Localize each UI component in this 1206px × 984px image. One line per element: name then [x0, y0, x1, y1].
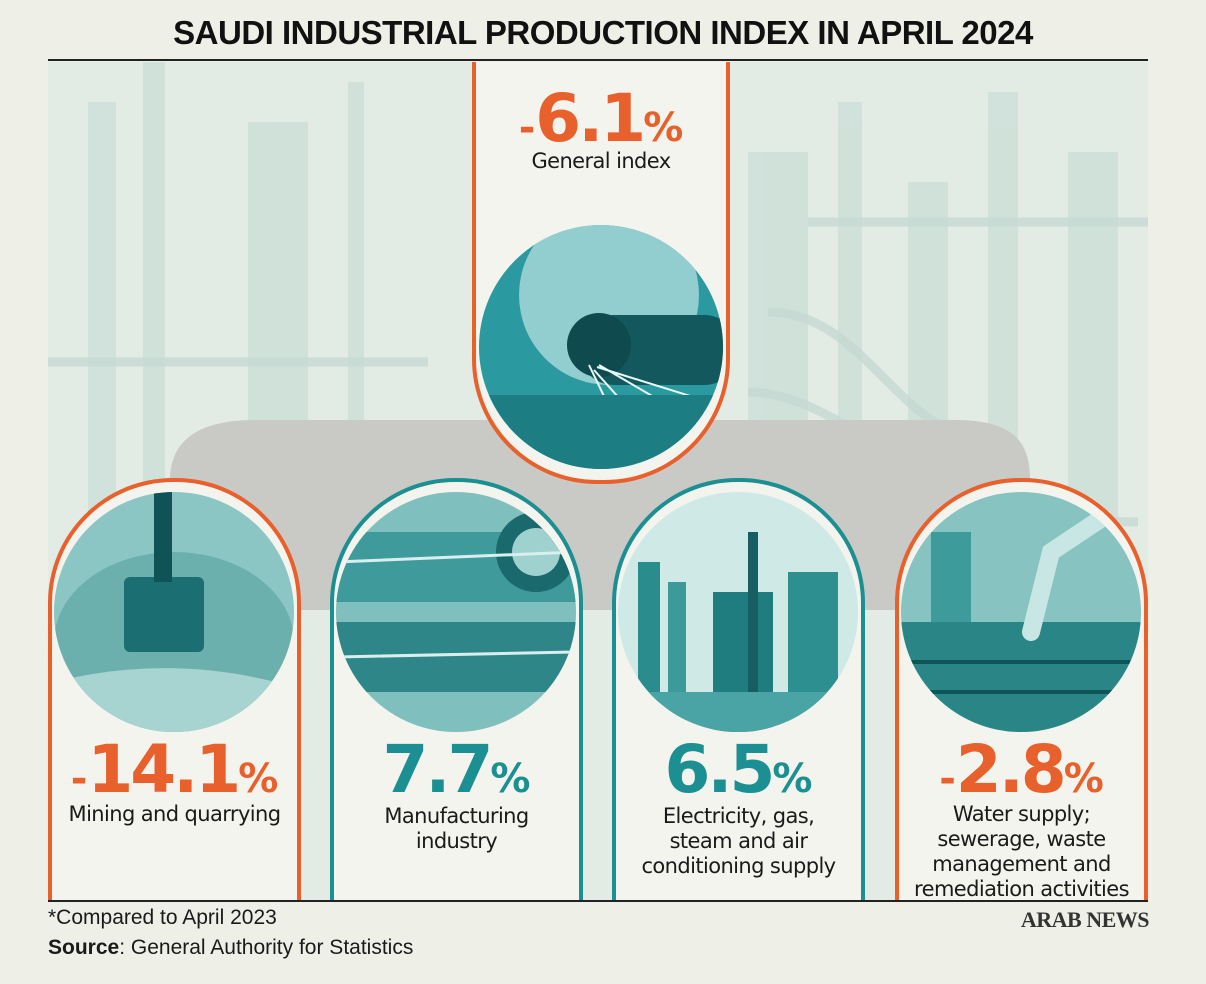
source-line: Source: General Authority for Statistics: [48, 936, 413, 960]
general-index-value: -6.1%: [476, 86, 726, 152]
value-sign: -: [70, 756, 88, 802]
label-line: Manufacturing: [384, 804, 529, 828]
source-text: : General Authority for Statistics: [119, 936, 414, 959]
robotic-arm-photo: [901, 492, 1141, 732]
excavator-bucket-photo: [54, 492, 294, 732]
label-line: Electricity, gas,: [662, 804, 815, 828]
label-line: steam and air: [669, 829, 808, 853]
value-number: 7.7: [382, 731, 494, 808]
electricity-label: Electricity, gas, steam and air conditio…: [616, 804, 861, 879]
water-label: Water supply; sewerage, waste management…: [899, 802, 1144, 900]
source-label: Source: [48, 936, 120, 959]
label-line: conditioning supply: [641, 854, 836, 878]
water-value: -2.8%: [899, 737, 1144, 803]
label-line: sewerage, waste: [937, 827, 1106, 851]
angle-grinder-sparks-photo: [479, 225, 723, 469]
footnote: *Compared to April 2023: [48, 906, 277, 929]
bottom-rule: [48, 900, 1148, 902]
electricity-value: 6.5%: [616, 737, 861, 803]
industrial-rollers-photo: [336, 492, 576, 732]
value-unit: %: [772, 756, 813, 802]
power-plant-photo: [618, 492, 858, 732]
manufacturing-value: 7.7%: [334, 737, 579, 803]
mining-value: -14.1%: [52, 737, 297, 803]
category-card-water: -2.8% Water supply; sewerage, waste mana…: [895, 478, 1148, 900]
mining-label: Mining and quarrying: [52, 802, 297, 827]
page-title: SAUDI INDUSTRIAL PRODUCTION INDEX IN APR…: [173, 14, 1033, 51]
value-sign: -: [939, 756, 956, 802]
manufacturing-label: Manufacturing industry: [334, 804, 579, 854]
value-number: 2.8: [955, 731, 1067, 808]
category-card-mining: -14.1% Mining and quarrying: [48, 478, 301, 900]
value-unit: %: [238, 756, 279, 802]
value-unit: %: [490, 756, 531, 802]
value-unit: %: [1063, 756, 1104, 802]
value-unit: %: [643, 105, 684, 151]
label-line: industry: [415, 829, 498, 853]
category-card-manufacturing: 7.7% Manufacturing industry: [330, 478, 583, 900]
category-card-electricity: 6.5% Electricity, gas, steam and air con…: [612, 478, 865, 900]
value-number: 6.1: [535, 80, 646, 157]
label-line: Water supply;: [952, 802, 1091, 826]
value-number: 14.1: [87, 731, 241, 808]
general-index-card: -6.1% General index: [472, 62, 730, 484]
label-line: Mining and quarrying: [68, 802, 282, 826]
brand-logo: ARAB NEWS: [1020, 907, 1150, 932]
label-line: management and: [932, 852, 1111, 876]
value-sign: -: [518, 105, 536, 151]
value-number: 6.5: [664, 731, 776, 808]
title-rule: [48, 59, 1148, 61]
general-index-label: General index: [531, 149, 671, 173]
label-line: remediation activities: [914, 877, 1129, 900]
